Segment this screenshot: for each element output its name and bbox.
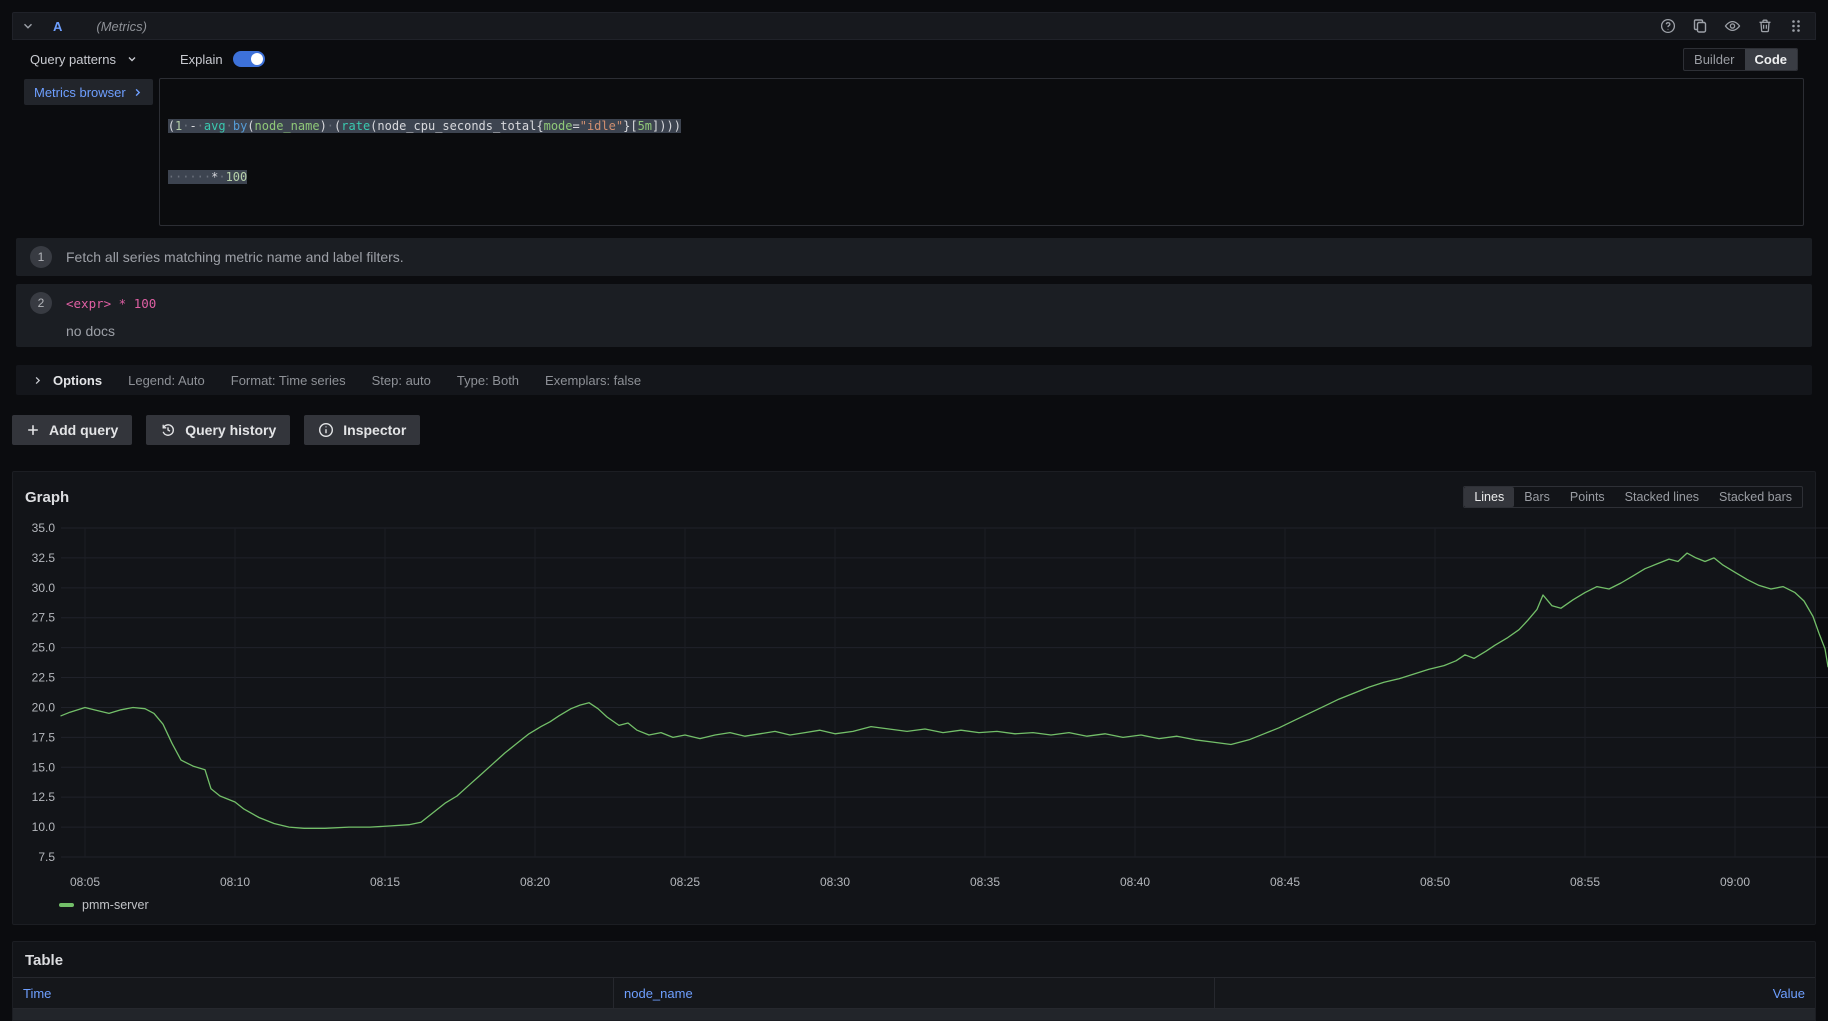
query-history-button[interactable]: Query history [146,415,290,445]
svg-text:08:55: 08:55 [1570,875,1600,889]
datasource-hint: (Metrics) [96,19,147,34]
query-line-1: (1·-·avg·by(node_name)·(rate(node_cpu_se… [168,118,1795,135]
explain-label: Explain [180,52,223,67]
options-label: Options [53,373,102,388]
add-query-label: Add query [49,422,118,438]
info-icon [318,422,334,438]
svg-text:12.5: 12.5 [32,790,56,804]
mode-lines[interactable]: Lines [1464,487,1514,507]
graph-panel: Graph Lines Bars Points Stacked lines St… [12,471,1816,925]
svg-text:10.0: 10.0 [32,820,56,834]
graph-panel-title: Graph [25,489,69,506]
query-line-2: ······*·100 [168,169,1795,186]
chevron-right-icon [132,87,143,98]
option-type: Type: Both [457,373,519,388]
column-header-value[interactable]: Value [1214,978,1815,1008]
option-exemplars: Exemplars: false [545,373,641,388]
eye-icon[interactable] [1724,18,1741,34]
add-query-button[interactable]: Add query [12,415,132,445]
svg-text:08:15: 08:15 [370,875,400,889]
query-ref-id[interactable]: A [53,19,62,34]
step-expression: <expr> * 100 [66,292,156,311]
explain-toggle[interactable] [233,51,265,67]
svg-text:09:00: 09:00 [1720,875,1750,889]
svg-text:08:10: 08:10 [220,875,250,889]
promql-query-input[interactable]: (1·-·avg·by(node_name)·(rate(node_cpu_se… [159,78,1804,226]
metrics-browser-label: Metrics browser [34,85,126,100]
explain-step-1: 1 Fetch all series matching metric name … [16,238,1812,276]
grip-icon[interactable] [1789,18,1803,34]
table-panel: Table Time node_name Value [12,941,1816,1021]
svg-text:08:50: 08:50 [1420,875,1450,889]
svg-text:08:45: 08:45 [1270,875,1300,889]
query-history-label: Query history [185,422,276,438]
mode-stacked-lines[interactable]: Stacked lines [1615,487,1709,507]
svg-text:17.5: 17.5 [32,730,56,744]
table-row[interactable] [13,1009,1815,1021]
trash-icon[interactable] [1757,18,1773,34]
svg-text:27.5: 27.5 [32,611,56,625]
svg-text:20.0: 20.0 [32,700,56,714]
option-step: Step: auto [372,373,431,388]
metrics-browser-button[interactable]: Metrics browser [24,79,153,105]
column-header-time[interactable]: Time [13,978,613,1008]
help-icon[interactable] [1660,18,1676,34]
mode-points[interactable]: Points [1560,487,1615,507]
svg-text:08:20: 08:20 [520,875,550,889]
copy-icon[interactable] [1692,18,1708,34]
svg-text:08:25: 08:25 [670,875,700,889]
inspector-label: Inspector [343,422,406,438]
graph-style-toggle: Lines Bars Points Stacked lines Stacked … [1463,486,1803,508]
table-panel-title: Table [13,950,1815,977]
query-header: A (Metrics) [12,12,1816,40]
graph-canvas[interactable]: 35.0 32.5 30.0 27.5 25.0 22.5 20.0 17.5 15.0 12.5… [25,512,1828,894]
svg-text:08:30: 08:30 [820,875,850,889]
history-icon [160,422,176,438]
step-number-badge: 2 [30,292,52,314]
query-patterns-button[interactable]: Query patterns [30,52,138,67]
svg-text:30.0: 30.0 [32,581,56,595]
svg-text:08:05: 08:05 [70,875,100,889]
table-header-row: Time node_name Value [13,977,1815,1009]
legend-label: pmm-server [82,898,149,912]
step-note: no docs [66,323,156,339]
explain-step-2: 2 <expr> * 100 no docs [16,284,1812,347]
query-patterns-label: Query patterns [30,52,116,67]
svg-text:15.0: 15.0 [32,760,56,774]
code-tab[interactable]: Code [1745,49,1798,70]
chevron-down-icon[interactable] [21,19,35,33]
step-description: Fetch all series matching metric name an… [66,246,404,265]
svg-text:08:35: 08:35 [970,875,1000,889]
svg-text:22.5: 22.5 [32,671,56,685]
chevron-right-icon [32,375,43,386]
svg-text:25.0: 25.0 [32,641,56,655]
mode-bars[interactable]: Bars [1514,487,1560,507]
svg-text:32.5: 32.5 [32,551,56,565]
legend-item-pmm-server[interactable]: pmm-server [25,894,1803,916]
explore-actions: Add query Query history Inspector [12,415,1816,445]
svg-text:08:40: 08:40 [1120,875,1150,889]
svg-text:35.0: 35.0 [32,521,56,535]
editor-mode-switch: Builder Code [1683,48,1798,71]
step-number-badge: 1 [30,246,52,268]
plus-icon [26,423,40,437]
inspector-button[interactable]: Inspector [304,415,420,445]
option-format: Format: Time series [231,373,346,388]
query-toolbar: Query patterns Explain Builder Code [16,46,1812,72]
options-expander[interactable]: Options [32,373,102,388]
svg-text:7.5: 7.5 [38,850,55,864]
options-row: Options Legend: Auto Format: Time series… [16,365,1812,395]
legend-swatch [59,903,74,907]
option-legend: Legend: Auto [128,373,205,388]
query-editor-card: A (Metrics) Query patterns [12,12,1816,395]
chevron-down-icon [126,53,138,65]
query-row: Metrics browser (1·-·avg·by(node_name)·(… [16,78,1812,226]
mode-stacked-bars[interactable]: Stacked bars [1709,487,1802,507]
builder-tab[interactable]: Builder [1684,49,1744,70]
column-header-node-name[interactable]: node_name [613,978,1214,1008]
